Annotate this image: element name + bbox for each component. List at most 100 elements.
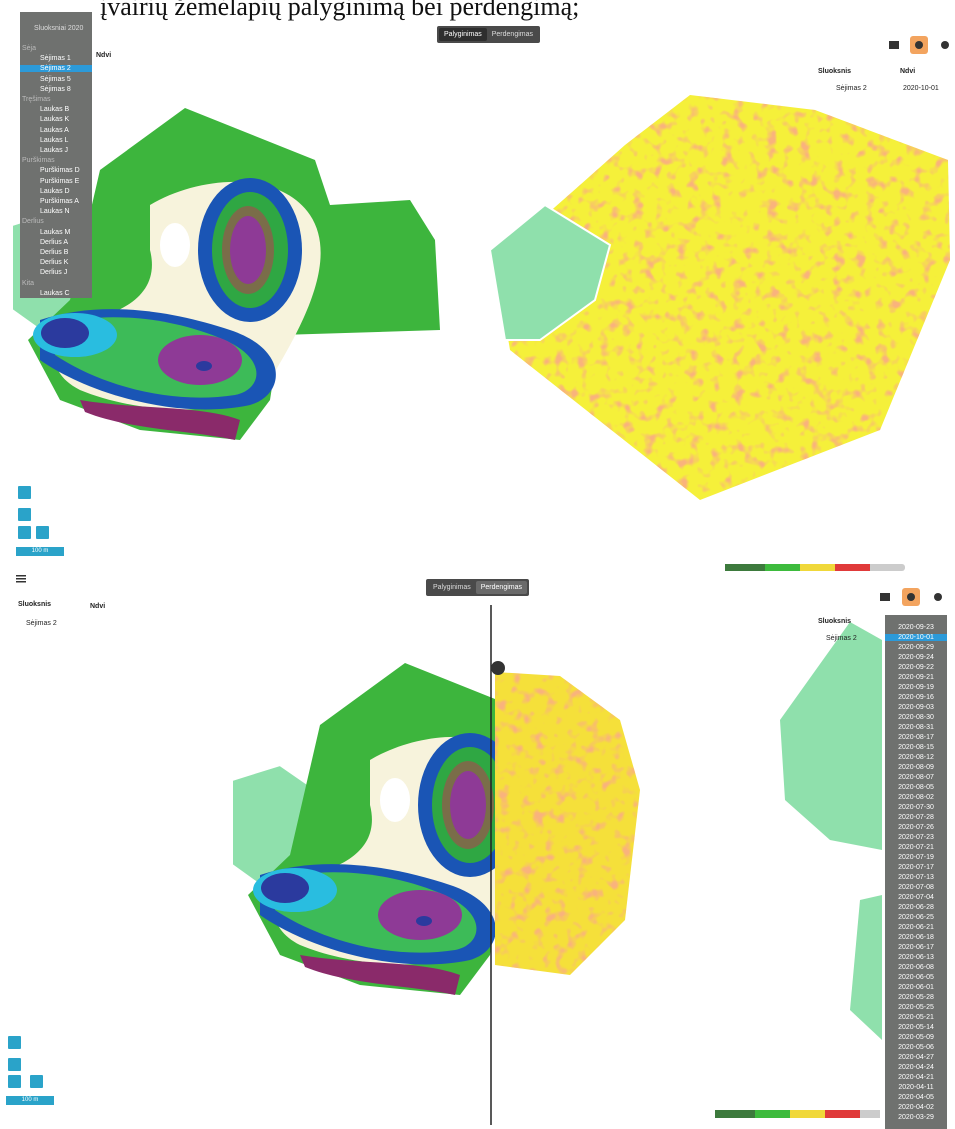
date-item[interactable]: 2020-07-08 [898, 884, 934, 891]
chart-icon[interactable] [889, 41, 899, 49]
date-item[interactable]: 2020-06-18 [898, 934, 934, 941]
menu-item[interactable]: Laukas A [40, 126, 69, 134]
date-item[interactable]: 2020-08-02 [898, 794, 934, 801]
date-item[interactable]: 2020-07-13 [898, 874, 934, 881]
info-header: Ndvi [900, 68, 916, 75]
date-item[interactable]: 2020-06-17 [898, 944, 934, 951]
date-item[interactable]: 2020-07-26 [898, 824, 934, 831]
date-item[interactable]: 2020-07-30 [898, 804, 934, 811]
date-item[interactable]: 2020-05-14 [898, 1024, 934, 1031]
date-item[interactable]: 2020-06-05 [898, 974, 934, 981]
menu-item[interactable]: Laukas B [40, 106, 70, 114]
toolbar-icons [16, 36, 949, 606]
date-item[interactable]: 2020-06-28 [898, 904, 934, 911]
info-header: Sluoksnis [818, 68, 852, 75]
date-item[interactable]: 2020-06-25 [898, 914, 934, 921]
menu-item[interactable]: Laukas K [40, 116, 70, 124]
menu-item[interactable]: Derlius A [40, 238, 69, 246]
legend-bar [765, 564, 800, 571]
zoom-out[interactable] [8, 1075, 21, 1088]
menu-item[interactable]: Laukas M [40, 228, 71, 236]
date-item[interactable]: 2020-06-01 [898, 984, 934, 991]
date-item[interactable]: 2020-09-29 [898, 644, 934, 651]
menu-item[interactable]: Derlius K [40, 259, 69, 267]
menu-item[interactable]: Sėjimas 5 [40, 75, 71, 83]
date-item[interactable]: 2020-06-21 [898, 924, 934, 931]
menu-item[interactable]: Sėjimas 8 [40, 85, 71, 93]
date-item[interactable]: 2020-07-23 [898, 834, 934, 841]
date-item[interactable]: 2020-07-28 [898, 814, 934, 821]
menu-item[interactable]: Sėjimas 1 [40, 55, 71, 63]
date-item[interactable]: 2020-08-17 [898, 734, 934, 741]
measure-button[interactable] [36, 526, 49, 539]
toggle-button[interactable]: Palyginimas [439, 28, 487, 41]
date-item[interactable]: 2020-08-15 [898, 744, 934, 751]
date-item[interactable]: 2020-05-06 [898, 1044, 934, 1051]
date-item[interactable]: 2020-09-19 [898, 684, 934, 691]
date-item[interactable]: 2020-10-01 [885, 634, 947, 641]
zoom-in[interactable] [8, 1058, 21, 1071]
menu-item[interactable]: Laukas C [40, 289, 70, 297]
date-item[interactable]: 2020-04-02 [898, 1104, 934, 1111]
settings-icon[interactable] [941, 41, 949, 49]
date-item[interactable]: 2020-07-21 [898, 844, 934, 851]
date-item[interactable]: 2020-04-21 [898, 1074, 934, 1081]
date-item[interactable]: 2020-08-05 [898, 784, 934, 791]
menu-item[interactable]: Laukas J [40, 147, 69, 154]
date-item[interactable]: 2020-08-07 [898, 774, 934, 781]
chart-icon[interactable] [880, 593, 890, 601]
date-item[interactable]: 2020-09-21 [898, 674, 934, 681]
menu-item[interactable]: Purškimas E [40, 177, 80, 185]
date-item[interactable]: 2020-08-30 [898, 714, 934, 721]
menu-group: Tręšimas [22, 96, 51, 103]
date-item[interactable]: 2020-09-03 [898, 704, 934, 711]
heading: įvairių žemėlapių palyginimą bei perdeng… [100, 0, 580, 21]
date-item[interactable]: 2020-09-23 [898, 624, 934, 631]
date-item[interactable]: 2020-08-09 [898, 764, 934, 771]
toggle-button[interactable]: Perdengimas [475, 581, 527, 594]
locate-button[interactable] [8, 1036, 21, 1049]
date-item[interactable]: 2020-04-05 [898, 1094, 934, 1101]
date-item[interactable]: 2020-05-09 [898, 1034, 934, 1041]
menu-group: Sėja [22, 45, 37, 52]
menu-item[interactable]: Laukas D [40, 187, 70, 195]
date-item[interactable]: 2020-03-29 [898, 1114, 934, 1121]
zoom-out[interactable] [18, 526, 31, 539]
toggle-button[interactable]: Palyginimas [433, 584, 471, 591]
menu-item[interactable]: Laukas L [40, 136, 69, 144]
date-item[interactable]: 2020-08-12 [898, 754, 934, 761]
date-item[interactable]: 2020-05-25 [898, 1004, 934, 1011]
date-item[interactable]: 2020-09-22 [898, 664, 934, 671]
date-item[interactable]: 2020-04-24 [898, 1064, 934, 1071]
settings-icon[interactable] [934, 593, 942, 601]
measure-button[interactable] [30, 1075, 43, 1088]
date-item[interactable]: 2020-07-04 [898, 894, 934, 901]
date-item[interactable]: 2020-04-11 [898, 1084, 934, 1091]
date-item[interactable]: 2020-04-27 [898, 1054, 934, 1061]
date-item[interactable]: 2020-09-24 [898, 654, 934, 661]
date-item[interactable]: 2020-05-21 [898, 1014, 934, 1021]
date-list: 2020-09-23 2020-10-01 2020-09-29 2020-09-24… [885, 615, 947, 1129]
menu-item[interactable]: Derlius B [40, 249, 69, 256]
date-item[interactable]: 2020-07-19 [898, 854, 934, 861]
date-item[interactable]: 2020-07-17 [898, 864, 934, 871]
toggle-button[interactable]: Perdengimas [491, 31, 533, 38]
ndvi-noise [495, 672, 640, 975]
date-item[interactable]: 2020-05-28 [898, 994, 934, 1001]
date-item[interactable]: 2020-09-16 [898, 694, 934, 701]
menu-item[interactable]: Purškimas D [40, 167, 80, 175]
swipe-handle[interactable] [491, 661, 505, 675]
date-item[interactable]: 2020-06-08 [898, 964, 934, 971]
legend-bar [825, 1110, 860, 1118]
menu-item[interactable]: Laukas N [40, 208, 70, 216]
locate-button[interactable] [18, 486, 31, 499]
zoom-in[interactable] [18, 508, 31, 521]
date-item[interactable]: 2020-08-31 [898, 724, 934, 731]
menu-item[interactable]: Sėjimas 2 [20, 65, 92, 73]
field-patch [488, 203, 612, 341]
menu-item[interactable]: Purškimas A [40, 198, 79, 205]
menu-item[interactable]: Derlius J [40, 269, 68, 277]
date-item[interactable]: 2020-06-13 [898, 954, 934, 961]
